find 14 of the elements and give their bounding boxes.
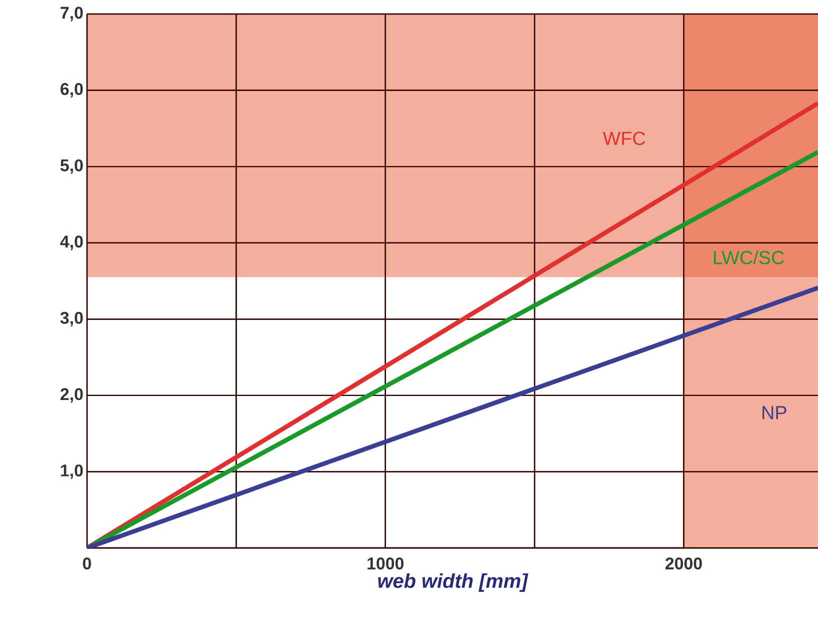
y-tick-label: 5,0 xyxy=(60,159,83,174)
series-label: LWC/SC xyxy=(714,250,784,264)
text: WFC xyxy=(602,132,646,146)
y-tick-label: 1,0 xyxy=(61,464,83,479)
y-tick-label: 6,0 xyxy=(60,83,83,98)
y-tick-label: 7,0 xyxy=(60,6,83,22)
y-tick-label: 3,0 xyxy=(60,312,83,326)
x-tick-label: 1000 xyxy=(368,558,404,570)
y-tick-label: 4,0 xyxy=(60,236,83,250)
x-axis-title: web width [mm] xyxy=(378,573,528,592)
x-tick-label: 0 xyxy=(82,558,92,570)
y-tick-label: 2,0 xyxy=(60,388,83,403)
x-tick-label: 2000 xyxy=(666,558,702,570)
text: NP xyxy=(762,406,786,420)
